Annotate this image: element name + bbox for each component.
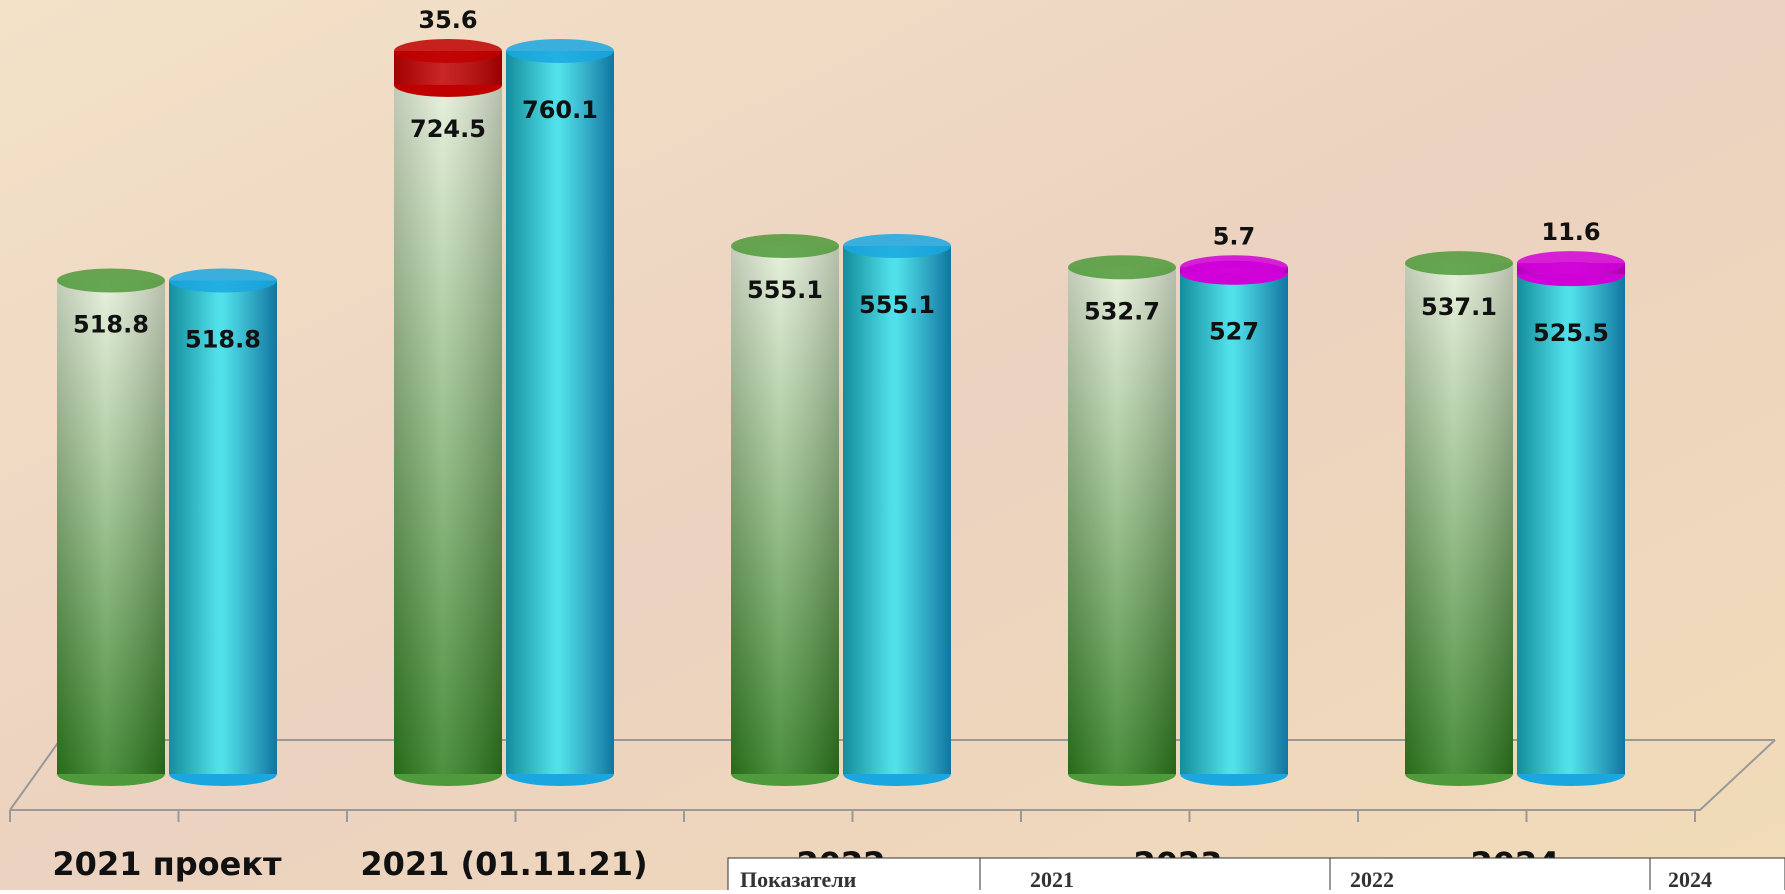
bar-shade (1517, 274, 1625, 774)
bar-shade (1068, 267, 1176, 774)
cylinder-top (731, 233, 839, 258)
table-header: 2021 (1030, 867, 1074, 890)
x-tick-label: 2021 проект (52, 845, 282, 883)
data-label: 555.1 (747, 276, 823, 304)
data-label: 555.1 (859, 291, 935, 319)
bar-shade (1405, 263, 1513, 774)
cylinder-top (1405, 251, 1513, 276)
data-label: 518.8 (185, 326, 261, 354)
table-header: 2022 (1350, 867, 1394, 890)
data-label: 527 (1209, 318, 1259, 346)
cylinder-top (394, 39, 502, 63)
data-label: 537.1 (1421, 293, 1497, 321)
data-label: 532.7 (1084, 297, 1160, 325)
cylinder-top (57, 268, 165, 293)
bar-shade (57, 280, 165, 774)
table-strip: Показатели 2021 2022 2024 (727, 857, 1785, 894)
data-label: 724.5 (410, 115, 486, 143)
bar-shade (1180, 272, 1288, 774)
cylinder-top (1517, 251, 1625, 276)
data-label: 760.1 (522, 96, 598, 124)
table (727, 857, 1785, 894)
table-header: 2024 (1668, 867, 1712, 890)
data-label: 518.8 (73, 311, 149, 339)
cylinder-top (506, 39, 614, 63)
cylinder-top (169, 268, 277, 293)
cylinder-top (1068, 255, 1176, 280)
data-label: 11.6 (1541, 218, 1600, 246)
bar-shade (169, 280, 277, 774)
bar-shade (506, 51, 614, 774)
bar-shade (731, 245, 839, 774)
bar-shade (843, 245, 951, 774)
cylinder-top (1180, 255, 1288, 280)
cylinder-top (843, 233, 951, 258)
data-label: 5.7 (1213, 222, 1256, 250)
bar-shade (394, 84, 502, 775)
table-header: Показатели (740, 867, 857, 890)
x-tick-label: 2021 (01.11.21) (360, 845, 647, 883)
data-label: 525.5 (1533, 319, 1609, 347)
data-label: 35.6 (418, 6, 477, 34)
